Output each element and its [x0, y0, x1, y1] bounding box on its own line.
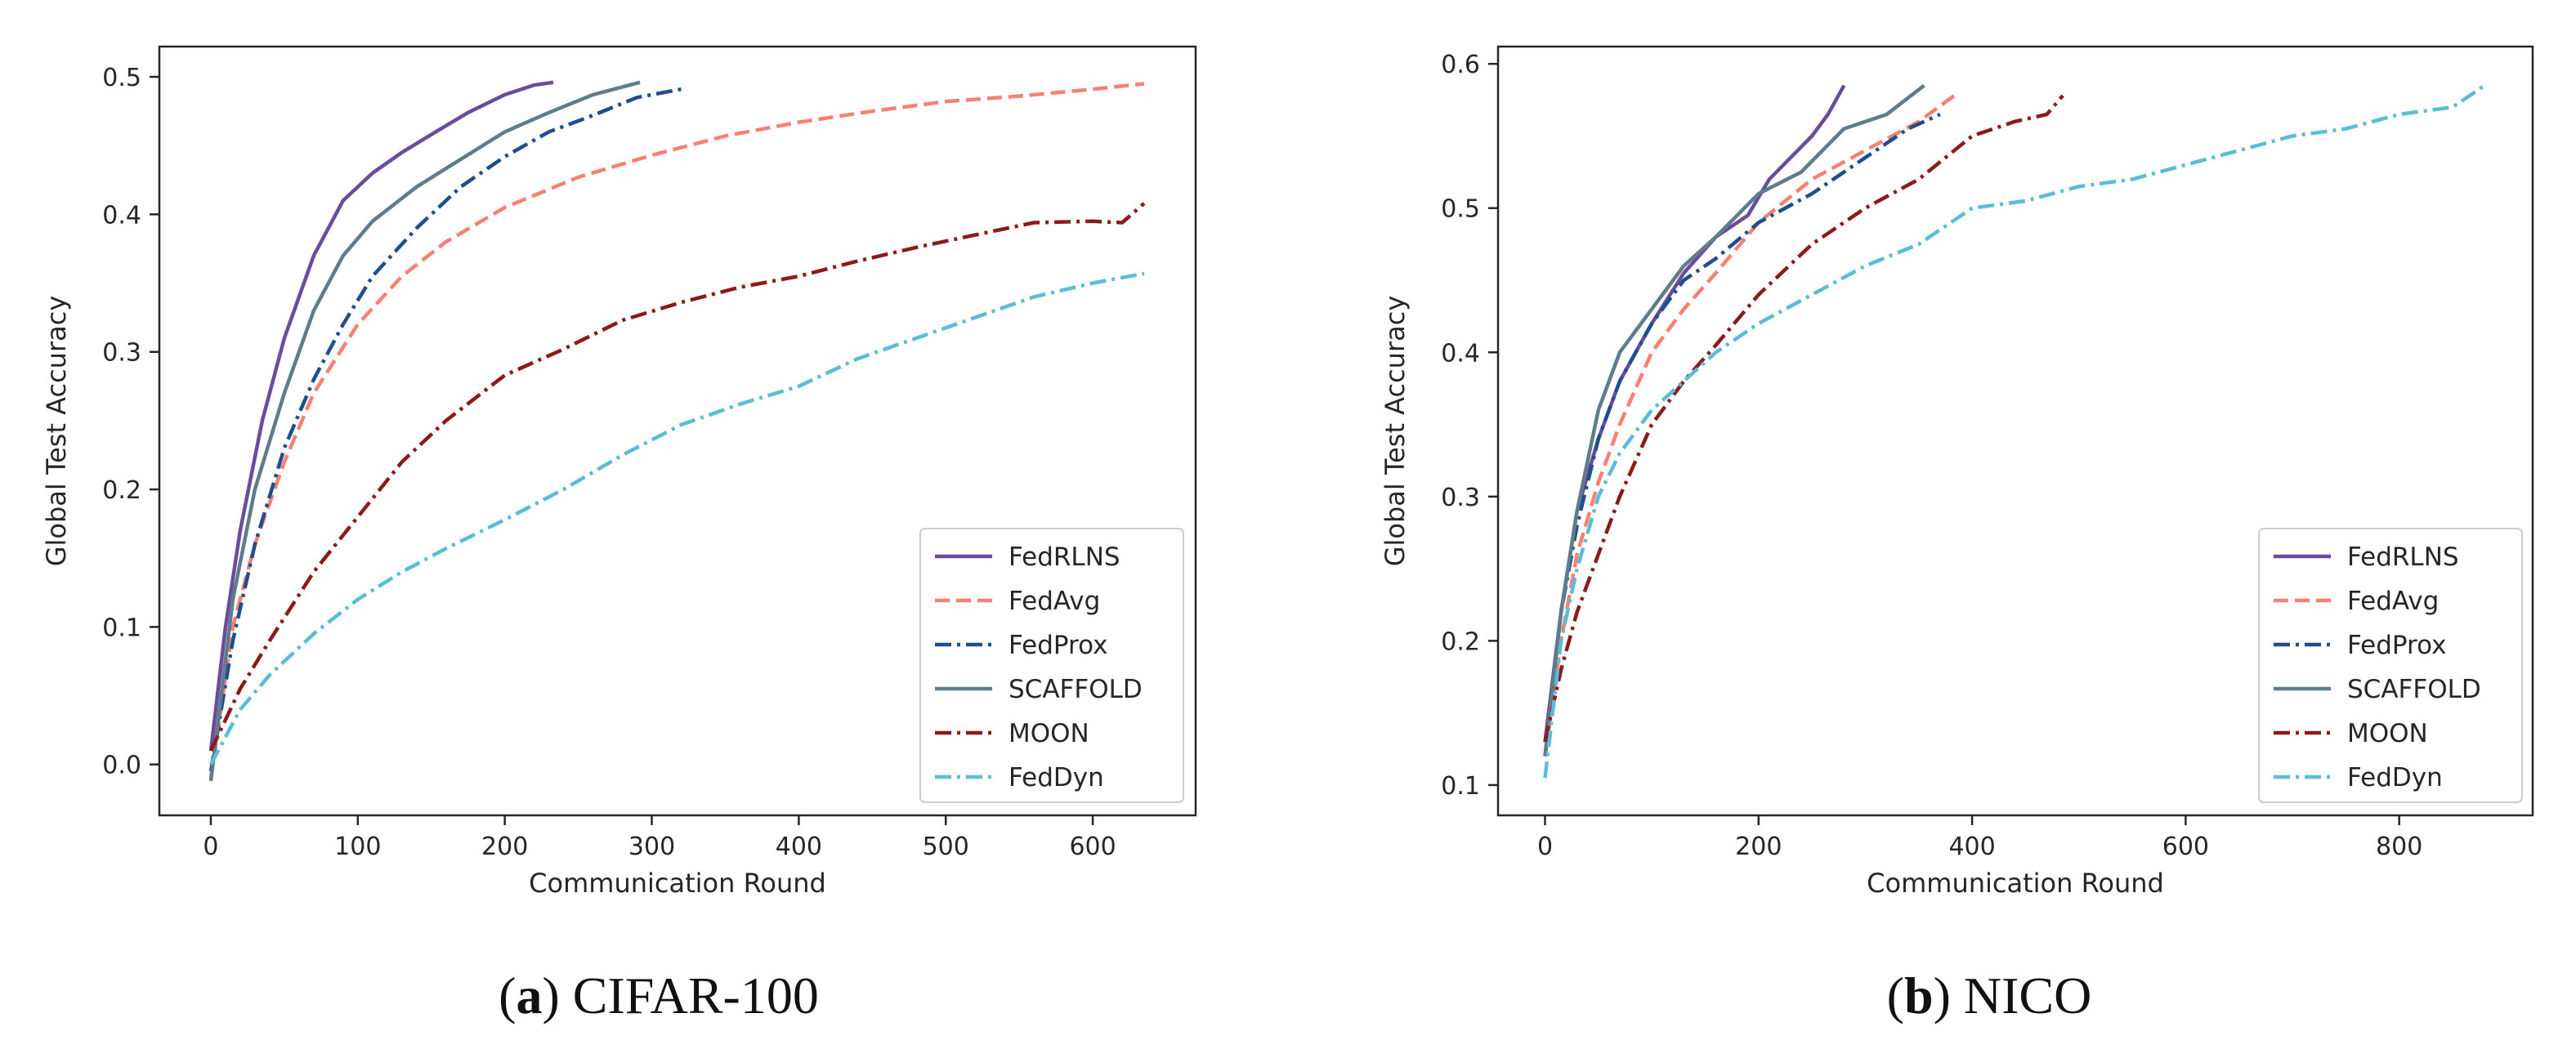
y-tick-label: 0.5: [1441, 195, 1480, 224]
series-line-scaffold: [208, 80, 641, 782]
chart-cifar100-frame: [158, 45, 1197, 817]
caption-nico-space: [1951, 966, 1964, 1024]
legend-label-fedprox: FedProx: [2347, 631, 2446, 660]
caption-cifar100-space: [560, 966, 573, 1024]
x-tick-label: 800: [2376, 833, 2422, 861]
x-tick-label: 0: [1537, 833, 1553, 861]
x-tick-label: 100: [334, 833, 381, 861]
x-tick-label: 200: [1735, 833, 1782, 861]
caption-cifar100-open: (: [499, 966, 516, 1024]
chart-cifar100-xlabel: Communication Round: [529, 868, 826, 899]
x-tick-label: 400: [1948, 833, 1995, 861]
y-tick-label: 0.4: [1441, 339, 1480, 368]
series-line-feddyn: [209, 271, 1145, 766]
legend-label-fedavg: FedAvg: [1008, 587, 1100, 616]
x-tick-label: 200: [481, 833, 528, 861]
caption-nico-dataset: NICO: [1964, 966, 2091, 1024]
y-tick-label: 0.2: [102, 476, 141, 505]
y-tick-label: 0.3: [1441, 484, 1480, 512]
series-line-feddyn: [1543, 83, 2486, 779]
series-line-fedavg: [208, 82, 1145, 779]
legend-label-fedrlns: FedRLNS: [2347, 542, 2459, 572]
x-tick-label: 300: [628, 833, 675, 861]
legend-label-scaffold: SCAFFOLD: [1008, 675, 1143, 704]
chart-cifar100-legend: FedRLNS FedAvg FedProx SCAFFOLD MOON FedDyn: [919, 528, 1184, 803]
series-line-fedrlns: [208, 80, 554, 752]
legend-label-scaffold: SCAFFOLD: [2347, 675, 2481, 704]
chart-nico-xlabel: Communication Round: [1867, 868, 2164, 899]
y-tick-label: 0.2: [1441, 627, 1480, 656]
chart-nico-frame: [1496, 45, 2534, 817]
y-tick-label: 0.3: [102, 339, 141, 368]
y-tick-label: 0.1: [102, 614, 141, 642]
chart-cifar100: 0 100 200 300 400 500 600 0.0 0.1 0.2 0.3 0.4 0.5 Co…: [41, 45, 1197, 1024]
legend-label-moon: MOON: [2347, 719, 2428, 748]
x-tick-label: 0: [203, 833, 218, 861]
chart-nico-marks: 0 200 400 600 800 0.1 0.2 0.3 0.4 0.5 0.6: [1441, 45, 2534, 861]
legend-label-fedprox: FedProx: [1008, 631, 1107, 660]
legend-label-feddyn: FedDyn: [2347, 763, 2443, 792]
caption-cifar100-letter: a: [516, 966, 542, 1024]
legend-frame: [919, 528, 1184, 803]
series-line-fedprox: [208, 87, 682, 772]
y-tick-label: 0.0: [102, 752, 141, 780]
caption-nico-close: ): [1934, 966, 1951, 1024]
y-tick-label: 0.6: [1441, 51, 1480, 79]
chart-nico-series-group: [1543, 83, 2486, 779]
caption-cifar100: (a) CIFAR-100: [499, 966, 819, 1024]
caption-nico-open: (: [1887, 966, 1904, 1024]
y-tick-label: 0.1: [1441, 772, 1480, 801]
y-tick-label: 0.5: [102, 64, 141, 92]
legend-label-feddyn: FedDyn: [1008, 763, 1104, 792]
series-line-moon: [208, 202, 1146, 752]
chart-cifar100-marks: 0 100 200 300 400 500 600 0.0 0.1 0.2 0.3 0.4 0.5: [102, 45, 1197, 861]
series-line-fedprox: [1543, 112, 1941, 757]
legend-label-fedrlns: FedRLNS: [1008, 542, 1120, 572]
x-tick-label: 500: [923, 833, 969, 861]
series-line-fedrlns: [1543, 84, 1846, 743]
x-tick-label: 400: [776, 833, 822, 861]
caption-nico-letter: b: [1904, 966, 1934, 1024]
legend-label-moon: MOON: [1008, 719, 1089, 748]
series-line-scaffold: [1543, 83, 1925, 757]
caption-cifar100-close: ): [542, 966, 559, 1024]
chart-nico: 0 200 400 600 800 0.1 0.2 0.3 0.4 0.5 0.6 Communic…: [1380, 45, 2534, 1024]
caption-nico: (b) NICO: [1887, 966, 2092, 1024]
chart-nico-ylabel: Global Test Accuracy: [1380, 296, 1411, 567]
chart-cifar100-series-group: [208, 80, 1146, 782]
legend-frame: [2258, 528, 2523, 803]
chart-cifar100-ylabel: Global Test Accuracy: [41, 296, 72, 567]
series-line-moon: [1543, 94, 2064, 743]
chart-nico-legend: FedRLNS FedAvg FedProx SCAFFOLD MOON FedDyn: [2258, 528, 2523, 803]
x-tick-label: 600: [1069, 833, 1116, 861]
series-line-fedavg: [1543, 91, 1960, 757]
x-tick-label: 600: [2162, 833, 2209, 861]
y-tick-label: 0.4: [102, 201, 141, 230]
legend-label-fedavg: FedAvg: [2347, 587, 2439, 616]
caption-cifar100-dataset: CIFAR-100: [573, 966, 819, 1024]
